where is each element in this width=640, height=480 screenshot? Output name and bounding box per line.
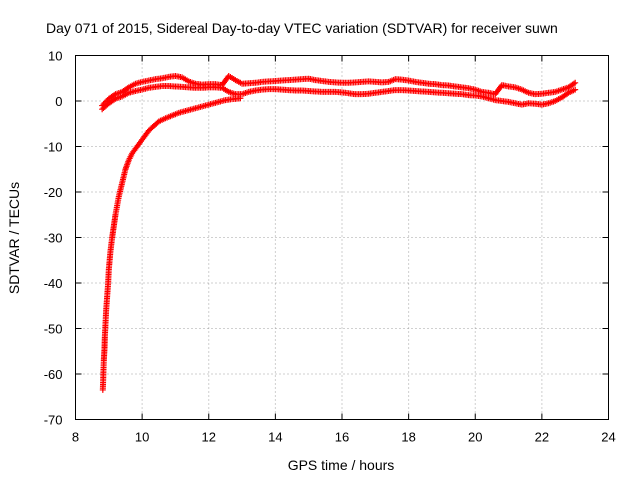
plot-frame <box>75 55 609 420</box>
data-point <box>497 83 504 90</box>
x-tick-label: 16 <box>335 430 349 445</box>
x-tick-label: 24 <box>601 430 615 445</box>
x-tick-label: 8 <box>72 430 79 445</box>
x-tick-label: 14 <box>268 430 282 445</box>
y-tick-label: -30 <box>44 231 63 246</box>
x-tick-label: 22 <box>535 430 549 445</box>
y-tick-label: 0 <box>55 94 62 109</box>
y-tick-label: -60 <box>44 367 63 382</box>
y-axis-label: SDTVAR / TECUs <box>6 182 22 294</box>
x-tick-label: 18 <box>401 430 415 445</box>
data-point <box>572 86 579 93</box>
grid <box>75 55 609 420</box>
y-tick-label: -40 <box>44 276 63 291</box>
data-points <box>99 72 579 393</box>
x-tick-label: 20 <box>468 430 482 445</box>
y-tick-label: 10 <box>48 49 62 64</box>
y-tick-label: -10 <box>44 140 63 155</box>
x-axis-label: GPS time / hours <box>288 457 395 473</box>
series-recovery-arc <box>99 95 244 393</box>
data-point <box>572 79 579 86</box>
y-tick-label: -50 <box>44 322 63 337</box>
data-point <box>570 80 577 87</box>
axis-ticks: 8 10 12 14 16 18 20 22 24 10 0 -10 -20 -30 -40 -50 -60 -7… <box>44 49 616 445</box>
y-tick-label: -70 <box>44 413 63 428</box>
series-main-band-lower <box>99 82 579 113</box>
chart-title: Day 071 of 2015, Sidereal Day-to-day VTE… <box>46 20 558 36</box>
y-tick-label: -20 <box>44 185 63 200</box>
x-tick-label: 12 <box>202 430 216 445</box>
x-tick-label: 10 <box>135 430 149 445</box>
